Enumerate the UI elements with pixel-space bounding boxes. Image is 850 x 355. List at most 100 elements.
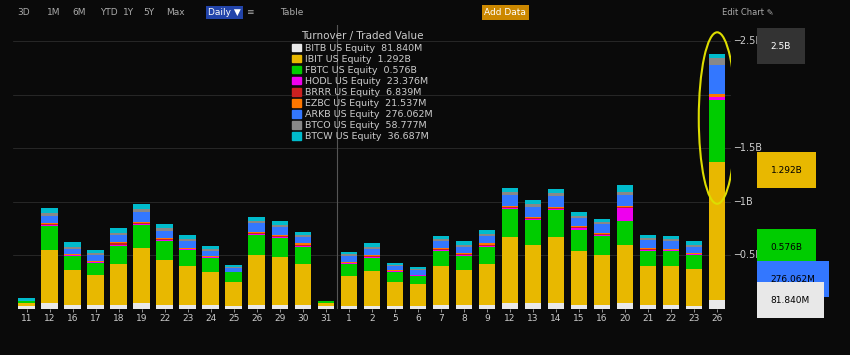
Bar bbox=[88, 274, 104, 305]
Bar bbox=[271, 237, 288, 238]
Text: 2.5B: 2.5B bbox=[771, 42, 791, 51]
Bar bbox=[133, 222, 150, 223]
Bar bbox=[110, 264, 127, 305]
Bar bbox=[202, 258, 219, 272]
Bar bbox=[524, 200, 541, 204]
Bar bbox=[225, 306, 242, 309]
Bar bbox=[456, 247, 473, 253]
Bar bbox=[686, 253, 702, 254]
Bar bbox=[294, 246, 311, 247]
Bar bbox=[594, 236, 610, 255]
Bar bbox=[364, 257, 380, 258]
Bar bbox=[502, 208, 518, 209]
Bar bbox=[88, 305, 104, 309]
Bar bbox=[502, 237, 518, 304]
Bar bbox=[65, 270, 81, 305]
Bar bbox=[18, 304, 35, 306]
Bar bbox=[156, 224, 173, 229]
Bar bbox=[410, 269, 426, 270]
Bar bbox=[594, 234, 610, 235]
Bar bbox=[663, 250, 679, 251]
Bar bbox=[410, 270, 426, 274]
Bar bbox=[640, 240, 656, 248]
Bar bbox=[594, 224, 610, 233]
Bar bbox=[410, 306, 426, 309]
Bar bbox=[225, 282, 242, 306]
Bar bbox=[202, 272, 219, 305]
Text: Add Data: Add Data bbox=[484, 8, 526, 17]
Bar bbox=[663, 249, 679, 250]
Bar bbox=[133, 209, 150, 212]
Text: ─0.5B: ─0.5B bbox=[734, 250, 762, 260]
Bar bbox=[65, 305, 81, 309]
Bar bbox=[502, 195, 518, 206]
Bar bbox=[179, 241, 196, 248]
Bar bbox=[133, 224, 150, 225]
Bar bbox=[65, 256, 81, 270]
Bar bbox=[18, 301, 35, 304]
Legend: BITB US Equity  81.840M, IBIT US Equity  1.292B, FBTC US Equity  0.576B, HODL US: BITB US Equity 81.840M, IBIT US Equity 1… bbox=[291, 29, 434, 143]
Bar bbox=[110, 229, 127, 233]
Bar bbox=[271, 221, 288, 225]
Bar bbox=[456, 241, 473, 245]
Text: Daily ▼: Daily ▼ bbox=[208, 8, 241, 17]
Bar bbox=[294, 235, 311, 237]
Bar bbox=[524, 219, 541, 220]
Bar bbox=[248, 223, 265, 232]
Bar bbox=[663, 239, 679, 241]
Bar bbox=[179, 248, 196, 249]
Bar bbox=[547, 209, 564, 210]
Bar bbox=[594, 235, 610, 236]
Bar bbox=[479, 230, 496, 234]
Bar bbox=[709, 300, 725, 309]
Bar bbox=[179, 239, 196, 241]
Bar bbox=[364, 249, 380, 255]
Bar bbox=[42, 225, 58, 226]
Bar bbox=[663, 236, 679, 239]
Bar bbox=[686, 245, 702, 247]
Bar bbox=[110, 235, 127, 242]
Bar bbox=[617, 206, 633, 207]
Bar bbox=[387, 306, 403, 309]
Bar bbox=[341, 263, 357, 264]
Bar bbox=[709, 100, 725, 162]
Bar bbox=[479, 246, 496, 247]
Bar bbox=[410, 275, 426, 284]
Bar bbox=[387, 271, 403, 272]
Bar bbox=[294, 232, 311, 235]
Bar bbox=[456, 305, 473, 309]
Bar bbox=[617, 208, 633, 221]
Bar bbox=[570, 251, 587, 305]
Bar bbox=[364, 258, 380, 271]
Bar bbox=[225, 272, 242, 282]
Bar bbox=[42, 304, 58, 309]
Bar bbox=[248, 233, 265, 234]
Bar bbox=[594, 219, 610, 222]
Bar bbox=[179, 249, 196, 250]
Bar bbox=[18, 298, 35, 301]
Bar bbox=[341, 252, 357, 254]
Text: Edit Chart ✎: Edit Chart ✎ bbox=[722, 8, 774, 17]
Bar bbox=[133, 304, 150, 309]
Bar bbox=[617, 304, 633, 309]
Bar bbox=[271, 305, 288, 309]
Bar bbox=[179, 250, 196, 266]
Bar bbox=[156, 240, 173, 241]
Bar bbox=[617, 245, 633, 304]
Bar bbox=[110, 244, 127, 245]
Bar bbox=[341, 306, 357, 309]
Bar bbox=[42, 250, 58, 304]
Bar bbox=[202, 256, 219, 257]
Bar bbox=[65, 247, 81, 249]
Bar bbox=[364, 256, 380, 257]
Bar bbox=[479, 245, 496, 246]
Bar bbox=[65, 242, 81, 247]
Bar bbox=[709, 65, 725, 94]
Bar bbox=[341, 264, 357, 275]
Text: YTD: YTD bbox=[100, 8, 118, 17]
Bar bbox=[502, 209, 518, 237]
Bar bbox=[42, 223, 58, 224]
Bar bbox=[594, 233, 610, 234]
Bar bbox=[663, 241, 679, 249]
Text: Max: Max bbox=[166, 8, 184, 17]
